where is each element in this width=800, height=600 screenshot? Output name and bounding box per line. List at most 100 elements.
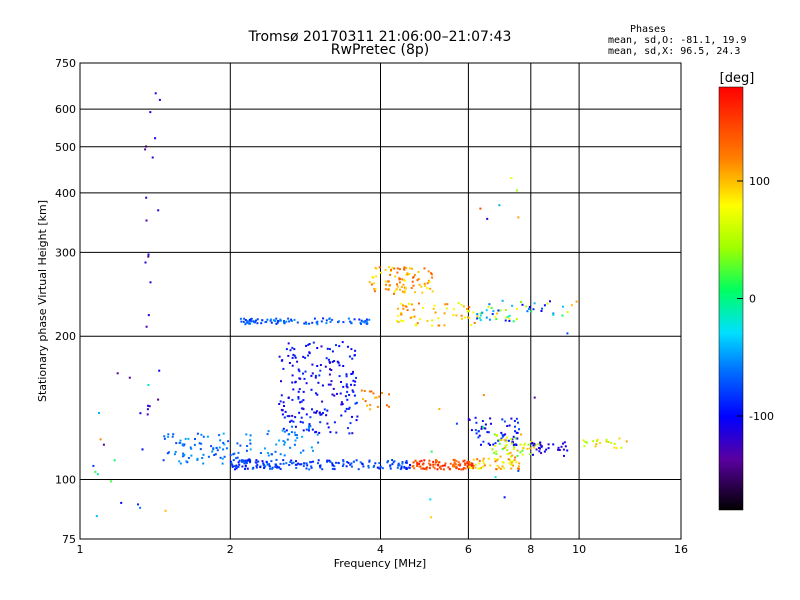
echo-point: [319, 421, 322, 424]
echo-point: [546, 302, 549, 305]
echo-point: [547, 443, 550, 446]
echo-point: [303, 322, 306, 325]
echo-point: [283, 405, 285, 407]
echo-point: [342, 459, 345, 462]
echo-point: [504, 433, 507, 436]
echo-point: [199, 448, 202, 451]
echo-point: [595, 443, 598, 446]
echo-point: [167, 433, 170, 436]
echo-point: [262, 462, 265, 465]
echo-point: [337, 320, 340, 323]
echo-point: [398, 281, 401, 284]
echo-point: [341, 403, 344, 406]
echo-point: [466, 310, 469, 313]
echo-point: [474, 466, 477, 469]
echo-point: [474, 463, 477, 466]
echo-point: [227, 440, 230, 443]
echo-point: [433, 304, 436, 307]
echo-point: [401, 290, 404, 293]
echo-point: [482, 465, 485, 468]
echo-point: [287, 354, 290, 357]
echo-point: [455, 467, 458, 470]
echo-point: [291, 414, 294, 417]
echo-point: [541, 307, 543, 310]
echo-point: [404, 286, 407, 289]
echo-point: [276, 320, 279, 322]
echo-point: [364, 320, 367, 323]
echo-point: [418, 302, 420, 305]
echo-point: [424, 467, 427, 470]
echo-point: [508, 424, 511, 427]
echo-point: [489, 444, 491, 446]
echo-point: [342, 460, 345, 463]
echo-point: [285, 320, 288, 323]
echo-point: [476, 313, 479, 316]
echo-point: [416, 462, 419, 464]
echo-point: [249, 442, 252, 445]
echo-point: [321, 400, 324, 403]
echo-point: [333, 421, 336, 424]
echo-point: [244, 459, 247, 462]
echo-point: [288, 415, 291, 418]
echo-point: [190, 447, 193, 450]
echo-point: [489, 464, 492, 467]
echo-point: [446, 303, 449, 306]
y-axis-label: Stationary phase Virtual Height [km]: [36, 200, 49, 402]
echo-point: [405, 267, 408, 269]
echo-point: [145, 325, 148, 328]
echo-point: [368, 281, 371, 284]
echo-point: [518, 462, 521, 465]
echo-point: [281, 413, 284, 416]
echo-point: [350, 373, 353, 375]
echo-point: [501, 433, 504, 436]
echo-point: [529, 447, 532, 450]
echo-point: [481, 311, 484, 314]
echo-point: [351, 432, 354, 435]
chart-title: Tromsø 20170311 21:06:00–21:07:43: [248, 29, 512, 45]
echo-point: [236, 456, 239, 459]
echo-point: [512, 447, 515, 450]
echo-point: [397, 314, 400, 317]
echo-point: [392, 461, 395, 464]
echo-point: [149, 111, 152, 114]
echo-point: [346, 461, 349, 463]
echo-point: [495, 318, 498, 321]
echo-point: [405, 467, 408, 470]
echo-point: [294, 434, 297, 436]
echo-point: [163, 437, 166, 440]
echo-point: [315, 430, 318, 433]
echo-point: [386, 461, 389, 464]
echo-point: [399, 288, 401, 291]
echo-point: [410, 287, 413, 289]
echo-point: [222, 441, 225, 444]
echo-point: [428, 281, 431, 284]
echo-point: [352, 379, 355, 382]
echo-point: [517, 216, 520, 219]
echo-point: [267, 430, 270, 433]
echo-point: [184, 437, 187, 440]
echo-point: [331, 467, 334, 470]
echo-point: [241, 465, 244, 468]
echo-point: [318, 411, 321, 414]
echo-point: [401, 278, 404, 281]
echo-point: [349, 463, 352, 466]
echo-point: [408, 273, 411, 276]
echo-point: [296, 436, 299, 439]
echo-point: [335, 431, 338, 434]
echo-point: [482, 426, 485, 429]
echo-point: [547, 447, 550, 450]
echo-point: [244, 468, 246, 470]
echo-point: [190, 454, 193, 457]
echo-point: [308, 427, 310, 430]
echo-point: [508, 462, 511, 465]
echo-point: [263, 467, 266, 469]
echo-point: [436, 468, 439, 471]
echo-point: [388, 266, 391, 269]
echo-point: [396, 319, 398, 322]
echo-point: [519, 451, 522, 454]
echo-point: [243, 459, 246, 462]
echo-point: [511, 454, 514, 457]
echo-point: [405, 460, 408, 463]
echo-point: [378, 467, 381, 470]
echo-point: [268, 465, 271, 468]
